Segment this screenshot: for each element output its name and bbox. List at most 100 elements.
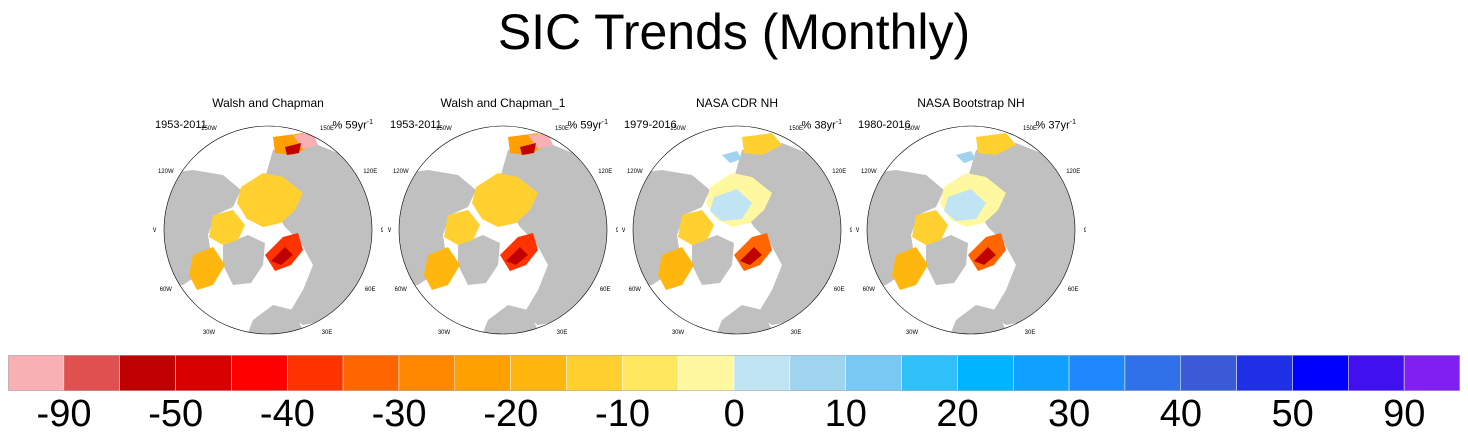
colorbar-tick-label: 50 bbox=[1271, 393, 1314, 435]
longitude-label: 60E bbox=[600, 287, 611, 293]
longitude-label: 180 bbox=[263, 115, 274, 117]
trend-region bbox=[444, 210, 480, 245]
map-content bbox=[867, 126, 1075, 334]
trend-region bbox=[293, 133, 318, 149]
landmass bbox=[478, 305, 538, 334]
colorbar-swatch bbox=[901, 355, 958, 392]
longitude-label: 60E bbox=[834, 287, 845, 293]
panel-period: 1979-2016 bbox=[624, 119, 677, 131]
colorbar-swatch bbox=[1236, 355, 1293, 392]
longitude-label: 120W bbox=[393, 169, 409, 175]
longitude-label: 120E bbox=[598, 169, 612, 175]
longitude-label: 120W bbox=[627, 169, 643, 175]
longitude-label: 90E bbox=[850, 228, 852, 234]
longitude-label: 90E bbox=[381, 228, 383, 234]
trend-region bbox=[742, 133, 782, 155]
colorbar-tick-label: 20 bbox=[936, 393, 979, 435]
trend-region bbox=[944, 189, 986, 221]
polar-map: 1800150W150E120W120E90W90E60W60E30W30E bbox=[388, 115, 618, 336]
colorbar-tick-label: -50 bbox=[148, 393, 204, 435]
colorbar-tick-label: -90 bbox=[36, 393, 92, 435]
trend-region bbox=[520, 143, 536, 155]
longitude-label: 30W bbox=[203, 330, 216, 336]
trend-region bbox=[892, 247, 928, 290]
longitude-label: 180 bbox=[498, 115, 509, 117]
longitude-label: 30W bbox=[672, 330, 685, 336]
trend-region bbox=[912, 210, 948, 245]
trend-region bbox=[271, 247, 293, 265]
longitude-label: 30W bbox=[906, 330, 919, 336]
colorbar-swatch bbox=[1180, 355, 1237, 392]
panel-units: % 59yr-1 bbox=[567, 119, 608, 132]
trend-region bbox=[710, 189, 752, 221]
colorbar-tick-label: 10 bbox=[824, 393, 867, 435]
landmass bbox=[926, 235, 968, 285]
longitude-label: 30E bbox=[557, 330, 568, 336]
longitude-label: 120W bbox=[861, 169, 877, 175]
longitude-label: 120E bbox=[1066, 169, 1080, 175]
map-content bbox=[633, 126, 841, 334]
colorbar-tick-label: 0 bbox=[723, 393, 745, 435]
trend-region bbox=[209, 210, 245, 245]
trend-region bbox=[658, 247, 694, 290]
panel-title: Walsh and Chapman bbox=[212, 96, 324, 110]
colorbar-swatch bbox=[342, 355, 400, 392]
longitude-label: 30W bbox=[438, 330, 451, 336]
longitude-label: 120E bbox=[832, 169, 846, 175]
trend-region bbox=[189, 247, 225, 290]
panel-nasa-bootstrap: NASA Bootstrap NH 1980-2016 % 37yr-1 180… bbox=[856, 95, 1086, 345]
landmass bbox=[243, 305, 303, 334]
colorbar-swatch bbox=[1348, 355, 1405, 392]
longitude-label: 90E bbox=[616, 228, 618, 234]
colorbar-swatch bbox=[175, 355, 232, 392]
panel-period: 1980-2016 bbox=[858, 119, 911, 131]
longitude-label: 150W bbox=[201, 126, 217, 132]
colorbar-tick-label: 30 bbox=[1048, 393, 1091, 435]
longitude-label: 120E bbox=[363, 169, 377, 175]
colorbar bbox=[8, 355, 1461, 392]
landmass bbox=[633, 170, 710, 290]
colorbar-swatch bbox=[1012, 355, 1070, 392]
panel-title: Walsh and Chapman_1 bbox=[440, 96, 566, 110]
colorbar-tick-label: -10 bbox=[595, 393, 650, 435]
map-boundary bbox=[398, 125, 608, 335]
longitude-label: 30E bbox=[791, 330, 802, 336]
colorbar-tick-label: 90 bbox=[1383, 393, 1426, 435]
polar-map: 1800150W150E120W120E90W90E60W60E30W30E bbox=[153, 115, 383, 336]
longitude-label: 30E bbox=[322, 330, 333, 336]
landmass bbox=[867, 170, 944, 290]
landmass bbox=[946, 305, 1006, 334]
trend-region bbox=[424, 247, 460, 290]
longitude-label: 180 bbox=[732, 115, 743, 117]
map-content bbox=[399, 126, 607, 334]
longitude-label: 90W bbox=[388, 228, 392, 234]
panel-title: NASA CDR NH bbox=[695, 96, 778, 110]
panel-title: NASA Bootstrap NH bbox=[917, 96, 1025, 110]
colorbar-swatch bbox=[119, 355, 176, 392]
trend-region bbox=[285, 143, 301, 155]
colorbar-swatch bbox=[622, 355, 679, 392]
colorbar-swatch bbox=[510, 355, 567, 392]
colorbar-swatch bbox=[957, 355, 1014, 392]
longitude-label: 60E bbox=[365, 287, 376, 293]
map-boundary bbox=[632, 125, 842, 335]
longitude-label: 150E bbox=[789, 126, 803, 132]
polar-map: 1800150W150E120W120E90W90E60W60E30W30E bbox=[856, 115, 1086, 336]
longitude-label: 60W bbox=[629, 287, 642, 293]
longitude-label: 180 bbox=[966, 115, 977, 117]
longitude-label: 150W bbox=[904, 126, 920, 132]
trend-region bbox=[528, 133, 553, 149]
longitude-label: 60W bbox=[863, 287, 876, 293]
colorbar-swatch bbox=[677, 355, 735, 392]
landmass bbox=[164, 170, 241, 290]
colorbar-swatch bbox=[454, 355, 511, 392]
trend-region bbox=[956, 151, 976, 163]
trend-region bbox=[974, 247, 996, 265]
colorbar-swatch bbox=[789, 355, 846, 392]
colorbar-swatch bbox=[566, 355, 623, 392]
longitude-label: 150E bbox=[1023, 126, 1037, 132]
panel-period: 1953-2011 bbox=[155, 119, 207, 131]
panel-units: % 59yr-1 bbox=[332, 119, 373, 132]
longitude-label: 60W bbox=[160, 287, 173, 293]
landmass bbox=[692, 235, 734, 285]
